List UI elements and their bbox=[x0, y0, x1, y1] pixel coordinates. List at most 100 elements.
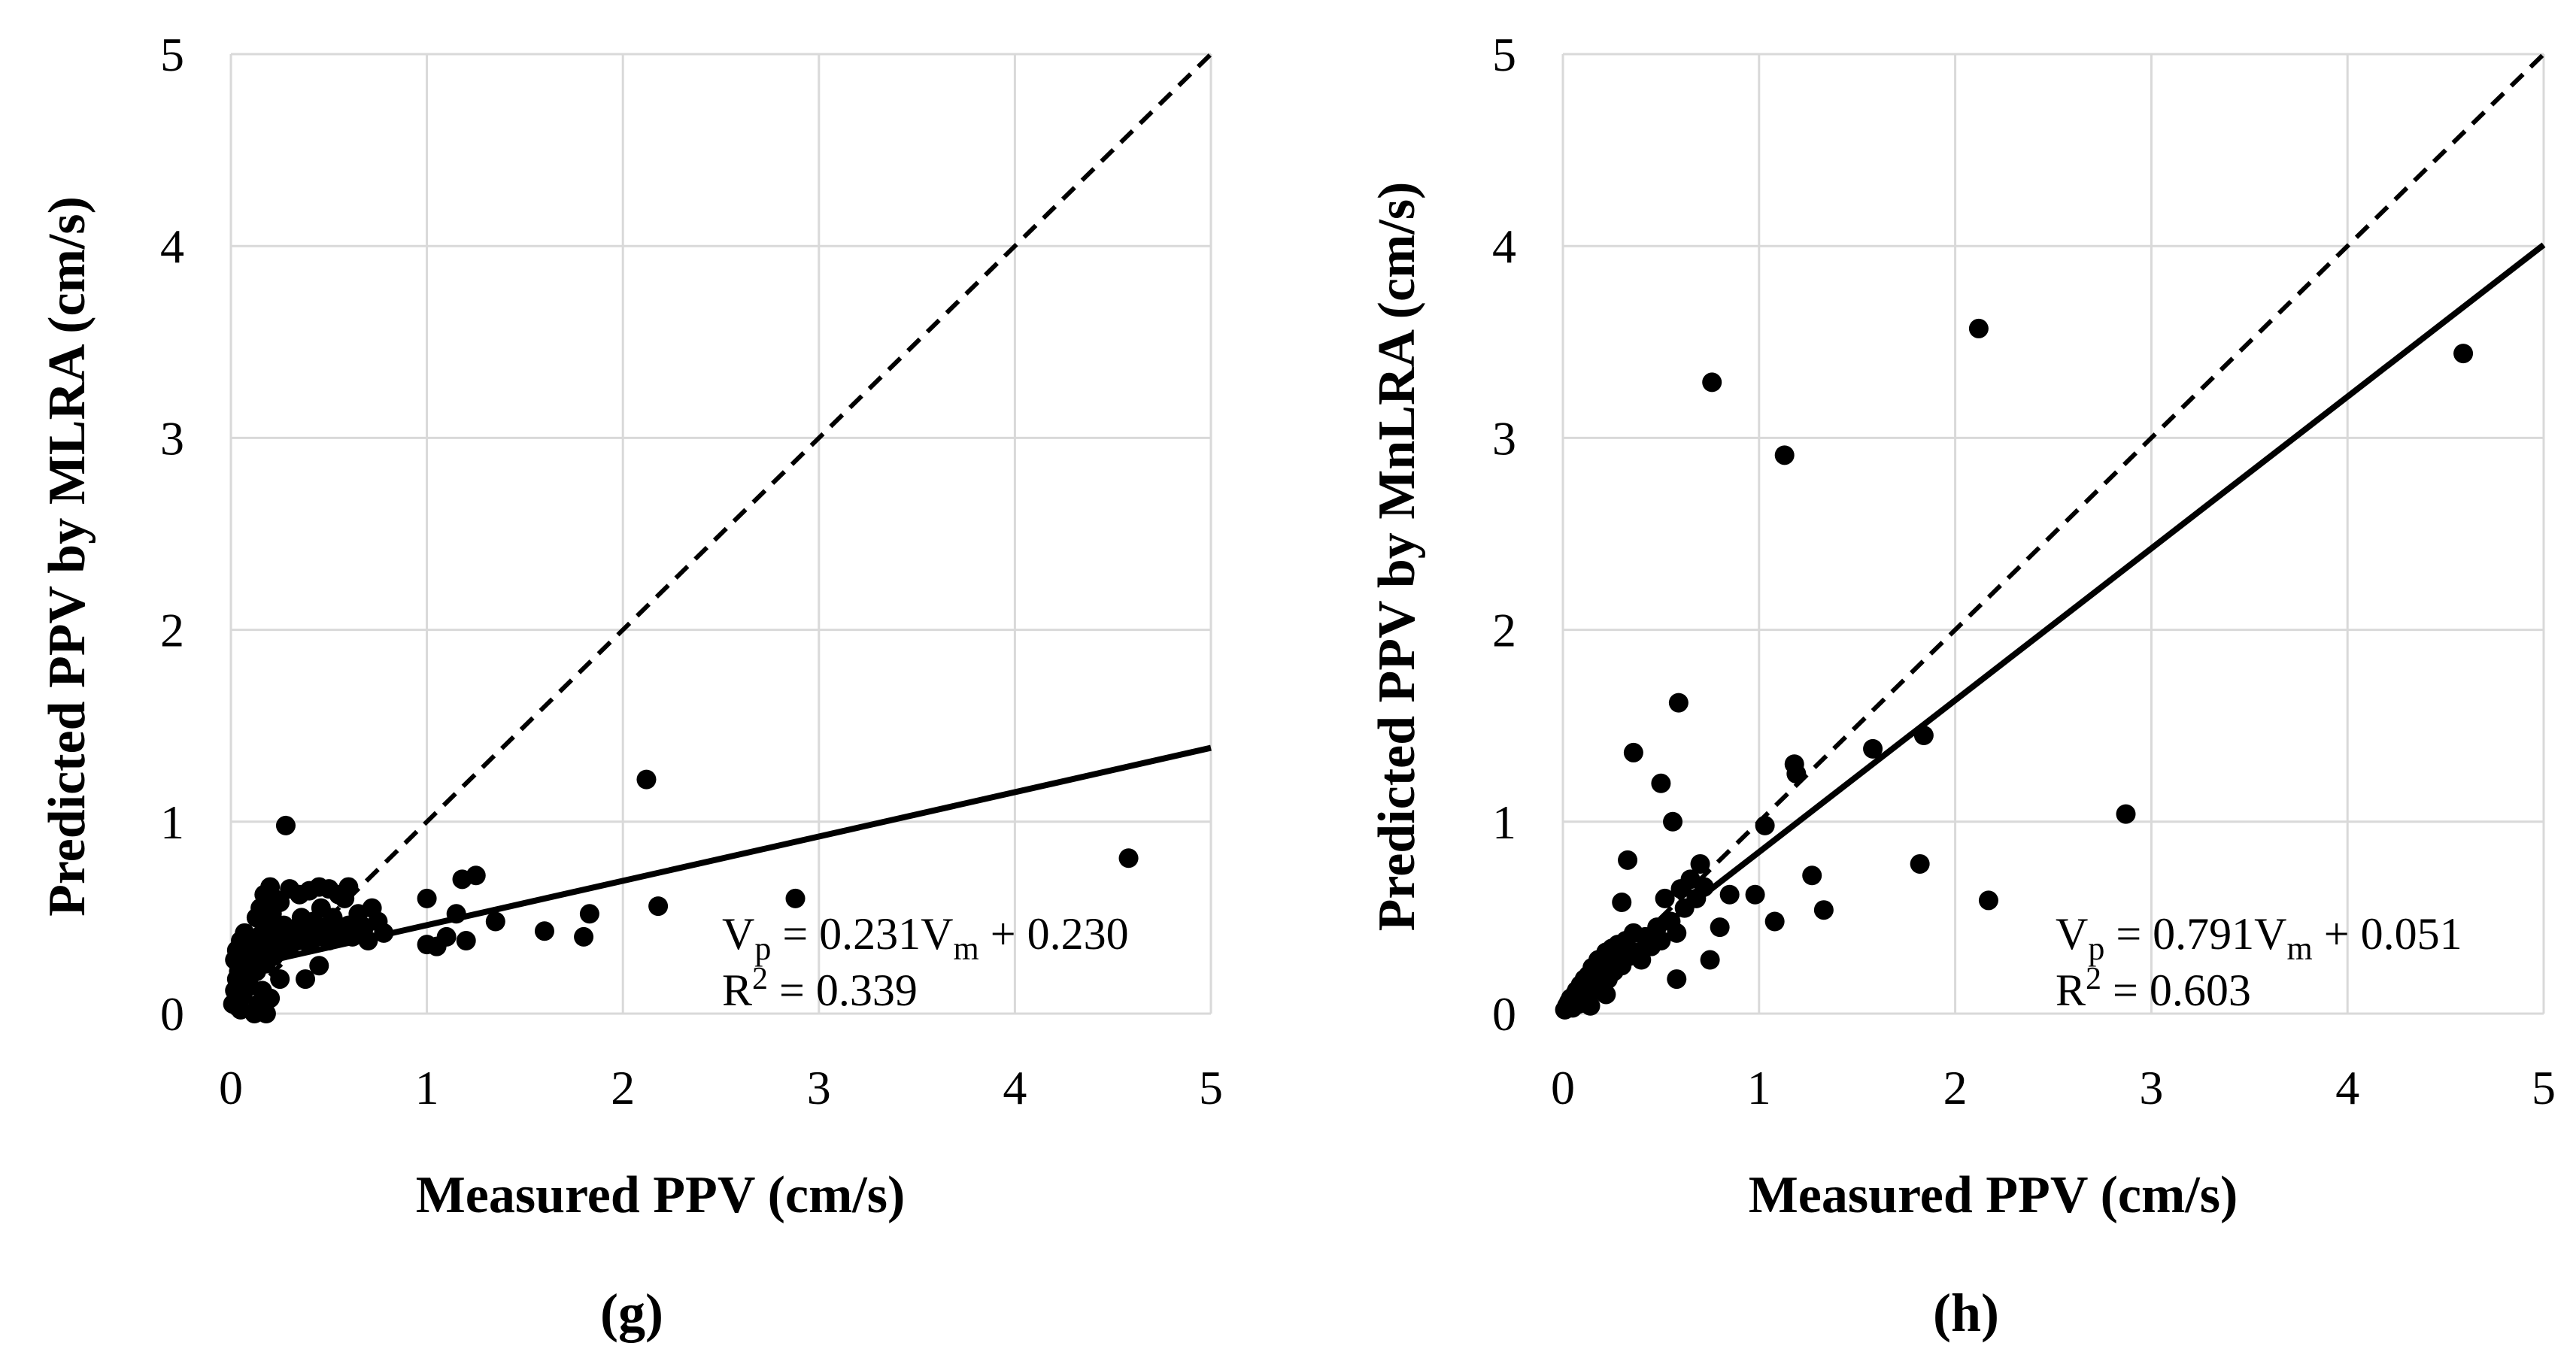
data-point bbox=[534, 921, 554, 941]
data-point bbox=[636, 769, 657, 790]
reference-line bbox=[229, 52, 1213, 1016]
data-point bbox=[256, 1004, 276, 1023]
data-point bbox=[456, 931, 476, 951]
x-tick-label: 2 bbox=[1943, 1061, 1968, 1114]
data-point bbox=[1786, 764, 1807, 784]
data-point bbox=[1118, 848, 1139, 868]
data-point bbox=[1612, 892, 1632, 912]
data-points bbox=[223, 769, 1139, 1023]
data-point bbox=[1745, 884, 1765, 905]
data-point bbox=[1764, 911, 1785, 932]
gridlines bbox=[1561, 53, 2545, 1015]
reference-line-group bbox=[229, 52, 1213, 1016]
y-tick-label: 5 bbox=[1492, 28, 1516, 81]
data-point bbox=[1690, 853, 1710, 874]
regression-equation: Vp = 0.231Vm + 0.230 bbox=[722, 909, 1129, 967]
data-point bbox=[1710, 917, 1730, 938]
y-tick-label: 2 bbox=[1492, 604, 1516, 657]
y-tick-label: 1 bbox=[1492, 796, 1516, 849]
r-squared-label: R2 = 0.339 bbox=[722, 962, 918, 1015]
x-tick-labels: 0 1 2 3 4 5 bbox=[219, 1061, 1223, 1114]
data-point bbox=[260, 988, 281, 1008]
panel-label-h: (h) bbox=[1933, 1283, 1999, 1343]
data-point bbox=[323, 908, 343, 928]
data-point bbox=[1596, 984, 1616, 1005]
reference-line-group bbox=[1561, 52, 2546, 1016]
data-point bbox=[264, 888, 284, 908]
data-point bbox=[1700, 950, 1720, 970]
fit-line bbox=[1561, 242, 2546, 1007]
data-point bbox=[1813, 900, 1834, 920]
data-point bbox=[231, 999, 251, 1020]
data-point bbox=[1774, 445, 1795, 465]
data-point bbox=[1663, 811, 1683, 832]
y-tick-label: 5 bbox=[160, 28, 184, 81]
data-point bbox=[1667, 923, 1687, 943]
data-point bbox=[1623, 742, 1643, 762]
data-point bbox=[1719, 884, 1740, 905]
data-point bbox=[466, 865, 486, 886]
y-tick-labels: 0 1 2 3 4 5 bbox=[160, 28, 184, 1041]
data-point bbox=[1755, 815, 1775, 835]
gridlines bbox=[229, 53, 1212, 1015]
y-tick-label: 2 bbox=[160, 604, 184, 657]
panel-label-g: (g) bbox=[600, 1283, 663, 1343]
x-tick-label: 1 bbox=[415, 1061, 439, 1114]
data-point bbox=[1968, 318, 1989, 338]
data-point bbox=[785, 888, 806, 908]
x-tick-label: 1 bbox=[1747, 1061, 1771, 1114]
data-point bbox=[574, 926, 594, 947]
chart-panel-g: 0 1 2 3 4 5 0 1 2 3 4 5 Vp = 0.231Vm + 0.230 R2 = … bbox=[38, 28, 1223, 1343]
data-point bbox=[309, 956, 329, 976]
y-tick-label: 3 bbox=[160, 411, 184, 465]
data-point bbox=[417, 888, 437, 908]
x-tick-label: 0 bbox=[219, 1061, 243, 1114]
x-axis-title: Measured PPV (cm/s) bbox=[416, 1166, 906, 1224]
data-point bbox=[1655, 888, 1675, 908]
fit-line-group bbox=[230, 744, 1212, 973]
data-point bbox=[275, 815, 296, 835]
data-point bbox=[1618, 850, 1638, 870]
data-point bbox=[1667, 969, 1687, 990]
data-point bbox=[485, 911, 505, 932]
reference-line bbox=[1561, 52, 2546, 1016]
data-point bbox=[2453, 344, 2474, 364]
x-tick-label: 2 bbox=[611, 1061, 635, 1114]
data-point bbox=[1651, 773, 1671, 793]
data-point bbox=[2116, 804, 2136, 824]
y-axis-title: Predicted PPV by MLRA (cm/s) bbox=[38, 196, 96, 917]
x-tick-labels: 0 1 2 3 4 5 bbox=[1551, 1061, 2556, 1114]
data-point bbox=[579, 904, 599, 924]
regression-equation: Vp = 0.791Vm + 0.051 bbox=[2056, 909, 2462, 967]
data-point bbox=[1802, 865, 1822, 886]
x-tick-label: 5 bbox=[2532, 1061, 2556, 1114]
y-tick-label: 1 bbox=[160, 796, 184, 849]
data-point bbox=[338, 877, 359, 897]
x-tick-label: 3 bbox=[807, 1061, 831, 1114]
chart-panel-h: 0 1 2 3 4 5 0 1 2 3 4 5 Vp = 0.791Vm + 0.051 R2 = … bbox=[1368, 28, 2556, 1343]
data-point bbox=[436, 926, 457, 947]
data-point bbox=[1702, 372, 1722, 393]
data-point bbox=[1978, 890, 1998, 911]
y-axis-title: Predicted PPV by MnLRA (cm/s) bbox=[1368, 182, 1426, 932]
data-point bbox=[1651, 931, 1671, 951]
fit-line-group bbox=[1561, 242, 2546, 1007]
data-point bbox=[1580, 996, 1601, 1016]
y-tick-label: 4 bbox=[160, 220, 184, 273]
x-axis-title: Measured PPV (cm/s) bbox=[1749, 1166, 2238, 1224]
x-tick-label: 4 bbox=[2335, 1061, 2359, 1114]
y-tick-label: 4 bbox=[1492, 220, 1516, 273]
x-tick-label: 3 bbox=[2139, 1061, 2163, 1114]
y-tick-label: 0 bbox=[1492, 987, 1516, 1041]
data-point bbox=[270, 969, 290, 990]
data-point bbox=[1668, 693, 1689, 713]
data-point bbox=[1863, 738, 1883, 759]
y-tick-label: 0 bbox=[160, 987, 184, 1041]
r-squared-label: R2 = 0.603 bbox=[2056, 962, 2251, 1015]
x-tick-label: 4 bbox=[1003, 1061, 1027, 1114]
data-point bbox=[1910, 853, 1930, 874]
y-tick-labels: 0 1 2 3 4 5 bbox=[1492, 28, 1516, 1041]
data-point bbox=[648, 896, 669, 917]
x-tick-label: 0 bbox=[1551, 1061, 1575, 1114]
